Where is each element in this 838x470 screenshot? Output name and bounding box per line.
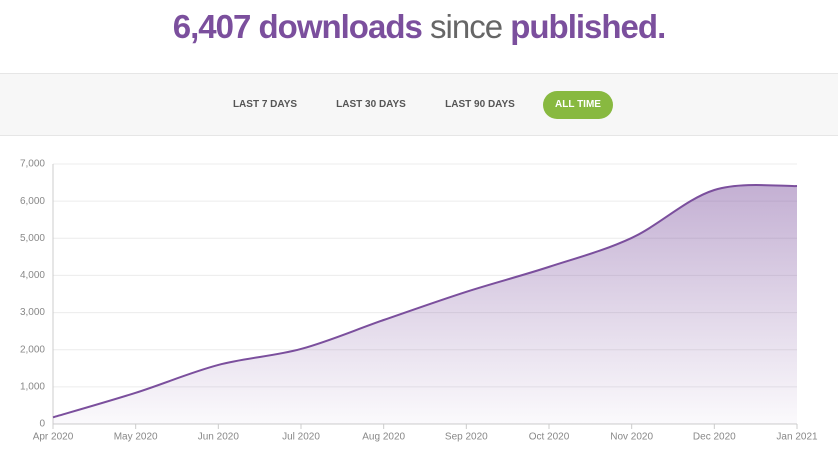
tab[interactable]: ALL TIME [543, 91, 613, 119]
headline-text: since [430, 8, 503, 45]
range-toolbar: LAST 7 DAYS LAST 30 DAYS LAST 90 DAYS AL… [0, 73, 838, 136]
x-tick-label: Jun 2020 [198, 432, 240, 443]
y-tick-label: 2,000 [20, 344, 45, 355]
tab[interactable]: LAST 30 DAYS [336, 99, 406, 110]
tab[interactable]: LAST 7 DAYS [232, 99, 298, 110]
x-tick-label: Sep 2020 [445, 432, 488, 443]
x-tick-label: Apr 2020 [33, 432, 74, 443]
x-tick-label: Oct 2020 [529, 432, 570, 443]
x-tick-label: May 2020 [114, 432, 158, 443]
chart: 0 1,000 2,000 3,000 4,000 5,000 6,000 7,000 Apr … [20, 159, 818, 443]
line [52, 184, 798, 419]
x-tick-label: Dec 2020 [693, 432, 736, 443]
y-tick-label: 4,000 [20, 270, 45, 281]
x-tick-label: Jan 2021 [776, 432, 818, 443]
headline-count: 6,407 downloads [172, 8, 423, 45]
area [53, 184, 797, 424]
x-tick-label: Jul 2020 [282, 432, 320, 443]
y-tick-label: 1,000 [20, 381, 45, 392]
x-tick-label: Nov 2020 [610, 432, 653, 443]
y-tick-label: 7,000 [20, 159, 45, 170]
tab[interactable]: LAST 90 DAYS [445, 99, 515, 110]
y-tick-label: 6,000 [20, 196, 45, 207]
y-tick-label: 0 [39, 419, 45, 430]
y-tick-label: 5,000 [20, 233, 45, 244]
headline-text: published. [510, 8, 666, 45]
x-tick-label: Aug 2020 [362, 432, 405, 443]
y-tick-label: 3,000 [20, 307, 45, 318]
headline: 6,407 downloads since published. [0, 8, 838, 46]
